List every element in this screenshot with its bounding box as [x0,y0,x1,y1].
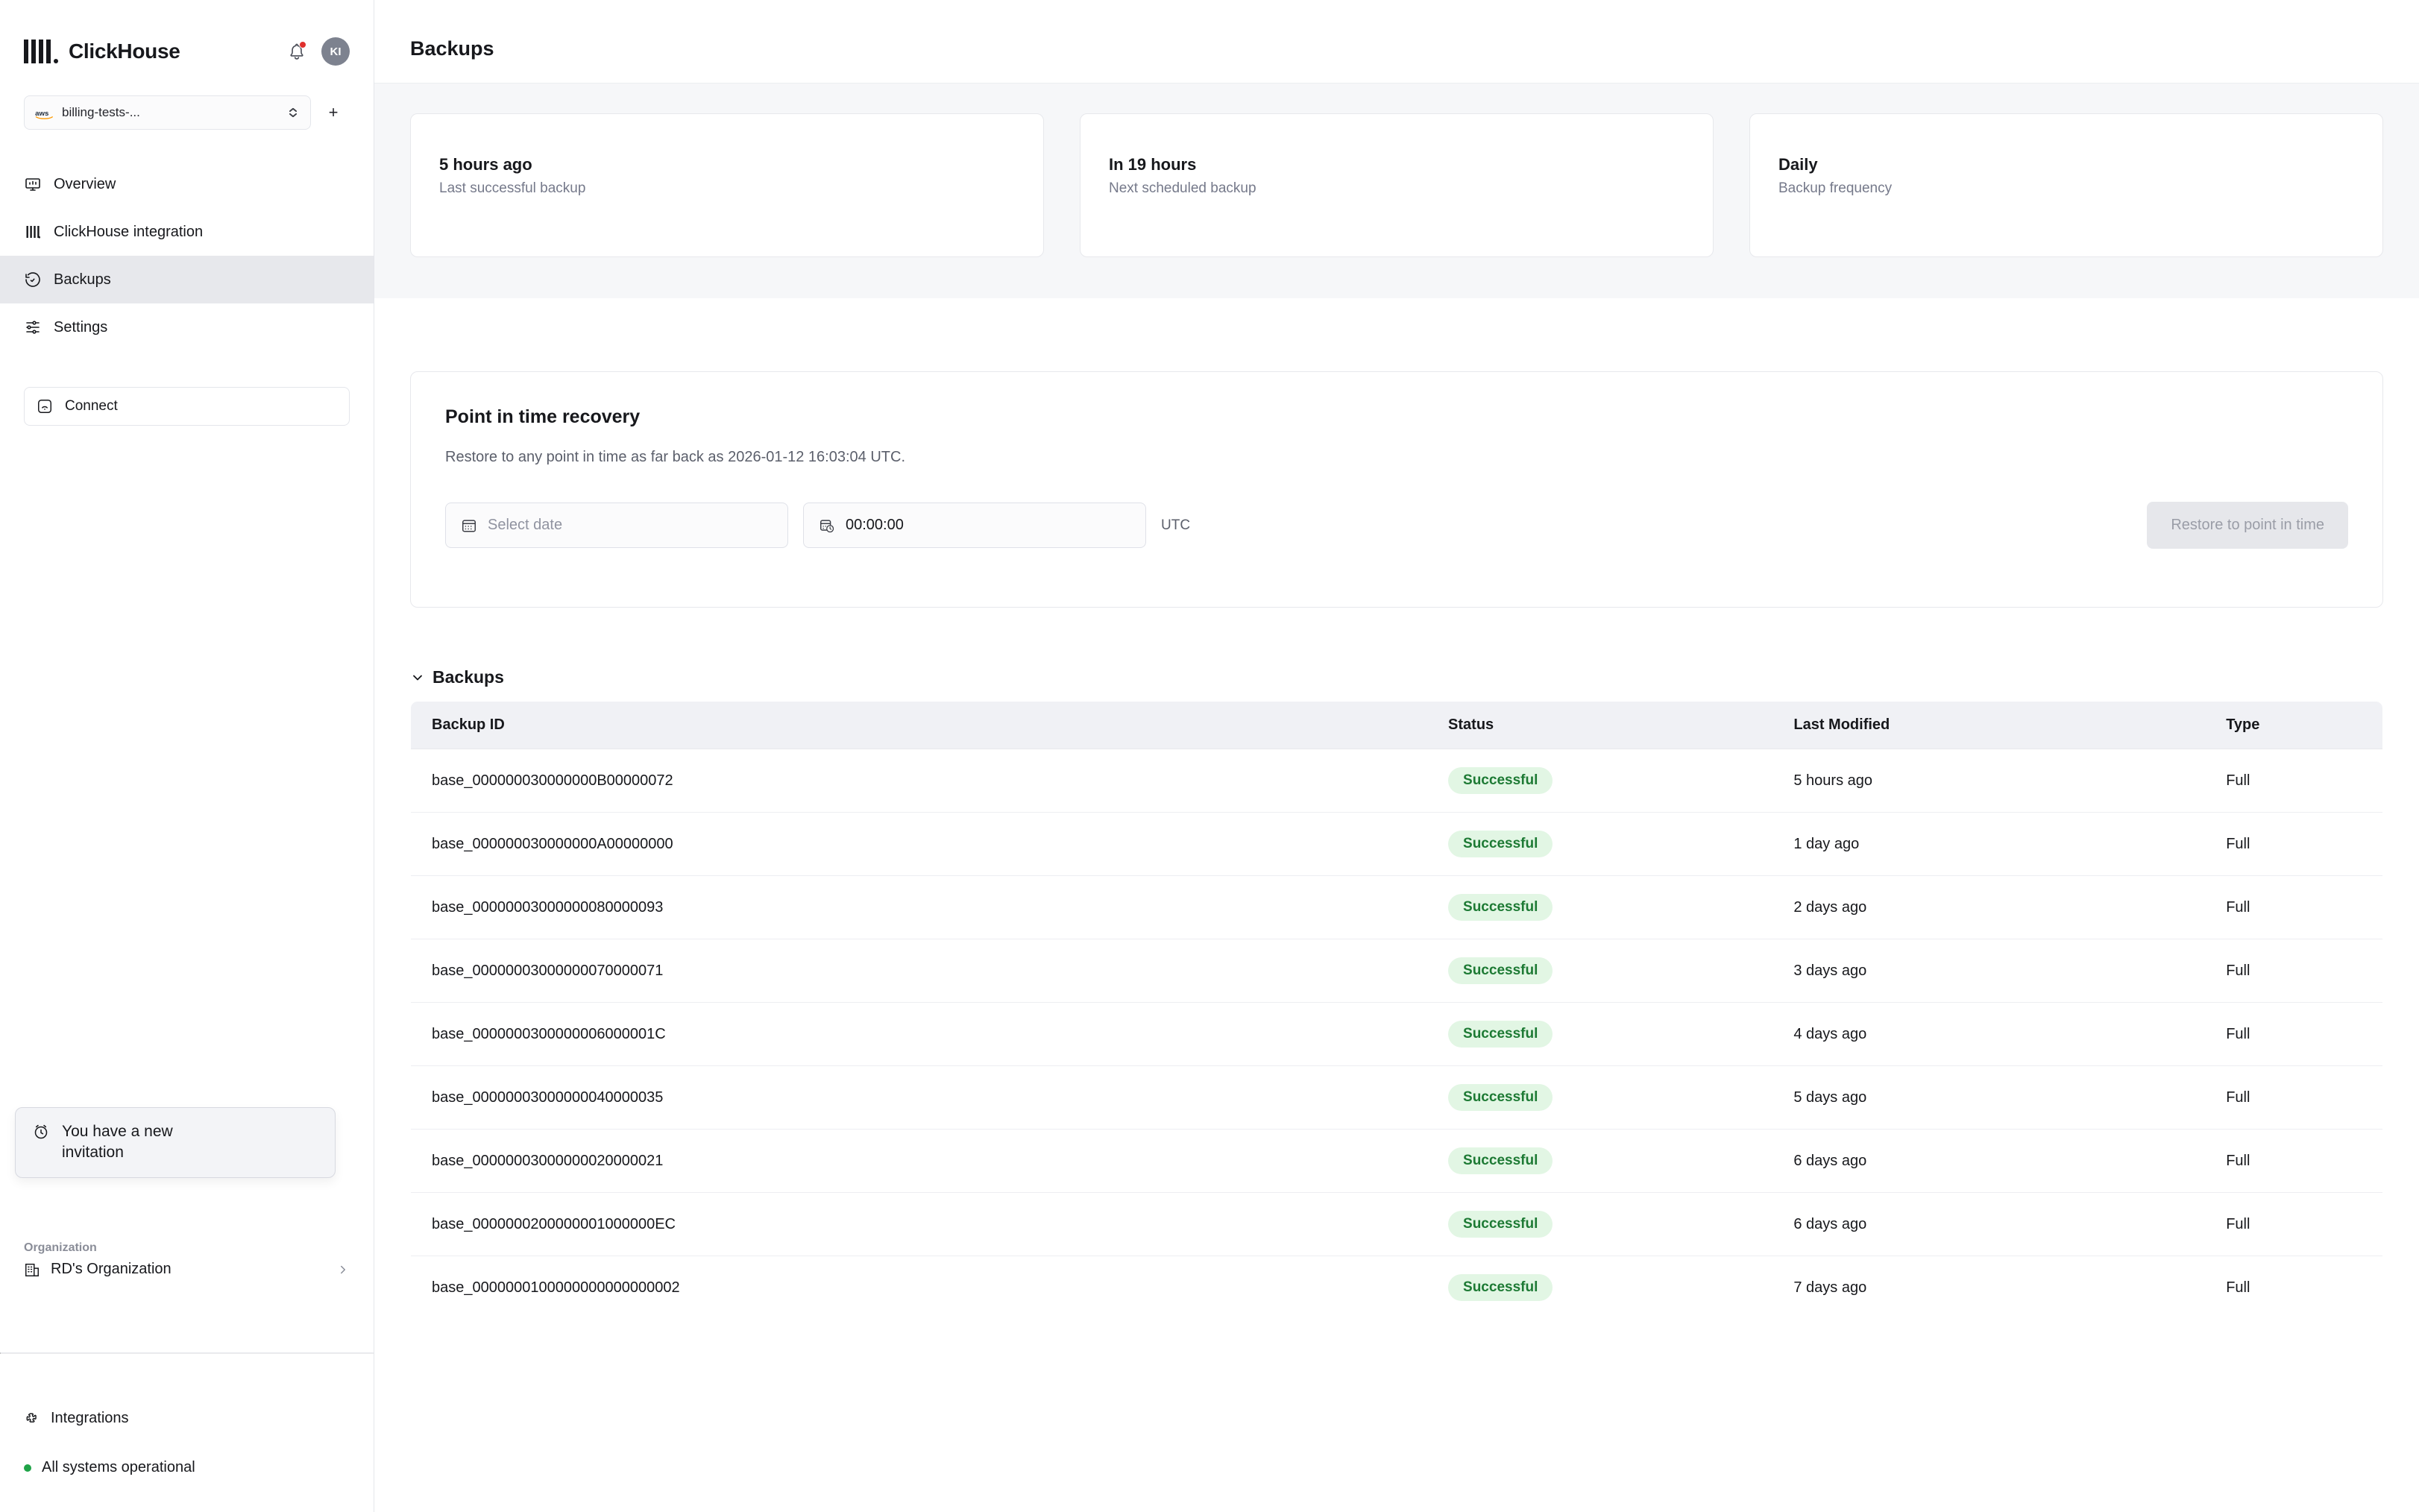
svg-text:aws: aws [35,110,48,118]
